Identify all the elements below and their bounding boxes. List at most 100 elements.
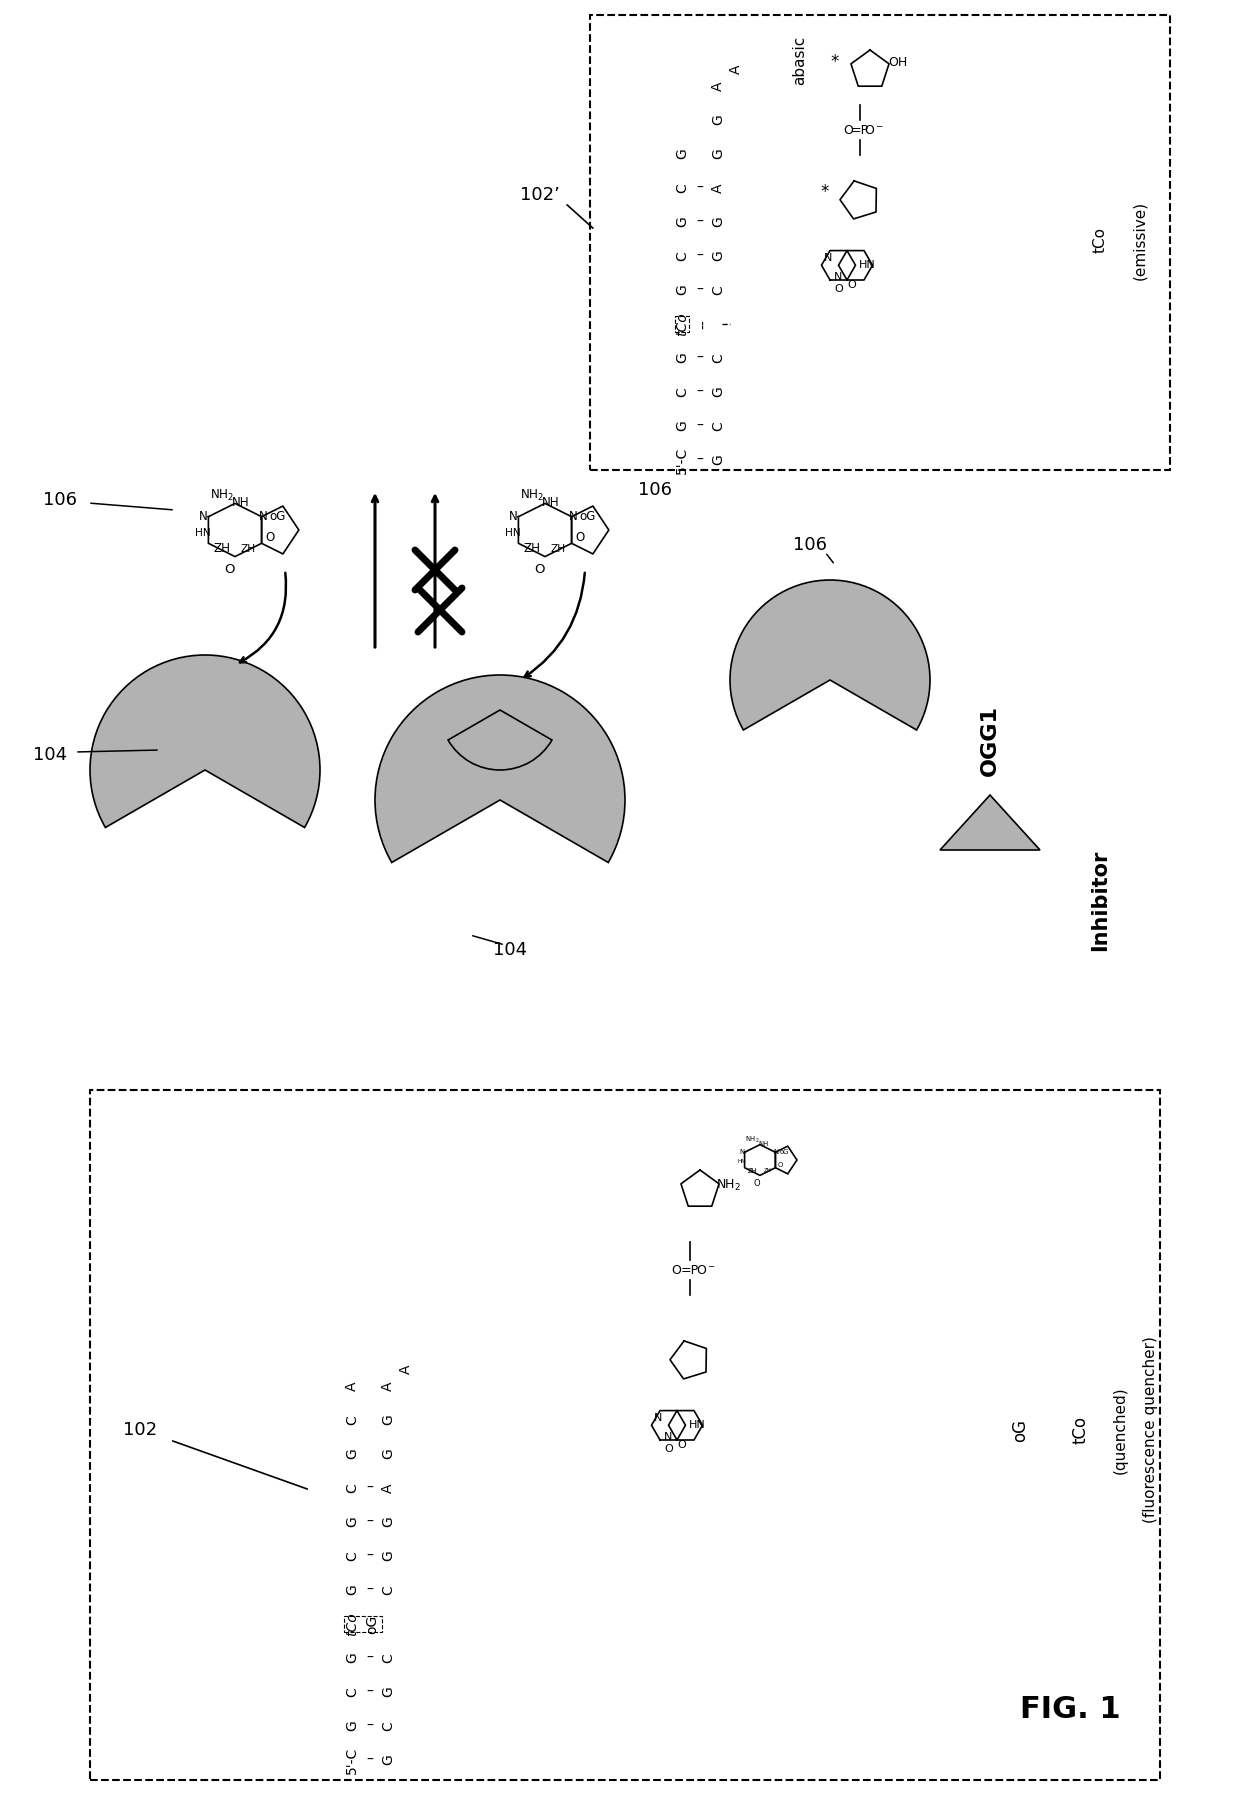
Text: G: G (345, 1585, 360, 1596)
Text: oG: oG (579, 510, 595, 523)
Text: O: O (754, 1179, 760, 1188)
Text: –: – (367, 1720, 373, 1732)
Text: –: – (367, 1549, 373, 1564)
Text: =P: =P (681, 1264, 699, 1277)
Text: –: – (367, 1515, 373, 1529)
Text: tCo: tCo (675, 312, 689, 336)
Text: –: – (697, 182, 703, 194)
Wedge shape (91, 656, 320, 828)
Text: A: A (729, 64, 743, 74)
Text: A: A (711, 183, 725, 192)
Text: G: G (711, 387, 725, 398)
Text: (fluorescence quencher): (fluorescence quencher) (1142, 1337, 1157, 1524)
Text: C: C (381, 1585, 396, 1594)
Text: (quenched): (quenched) (1112, 1386, 1127, 1475)
Text: 102’: 102’ (520, 185, 560, 203)
Text: oG: oG (1011, 1418, 1029, 1442)
Text: N: N (198, 510, 207, 523)
Text: O$^-$: O$^-$ (696, 1264, 715, 1277)
Text: C: C (711, 352, 725, 363)
Text: G: G (711, 251, 725, 262)
Text: O: O (678, 1440, 687, 1451)
Text: –: – (367, 1752, 373, 1767)
Text: O: O (671, 1264, 681, 1277)
Text: O: O (835, 283, 843, 294)
Text: =P: =P (851, 123, 869, 136)
Text: C: C (381, 1653, 396, 1663)
Text: O: O (265, 532, 274, 545)
Text: Inhibitor: Inhibitor (1090, 850, 1110, 952)
Text: G: G (381, 1449, 396, 1460)
Text: –: – (697, 249, 703, 263)
Text: NH$_2$: NH$_2$ (210, 489, 233, 503)
Text: N: N (835, 272, 843, 281)
Text: O: O (534, 563, 544, 576)
Text: C: C (345, 1484, 360, 1493)
Text: C: C (345, 1415, 360, 1426)
Text: –: – (367, 1584, 373, 1596)
Text: abasic: abasic (792, 35, 807, 85)
Text: O$^-$: O$^-$ (864, 123, 884, 136)
Text: G: G (381, 1415, 396, 1426)
Wedge shape (730, 579, 930, 730)
Text: A: A (381, 1484, 396, 1493)
Text: --: -- (697, 320, 711, 329)
Text: N: N (739, 1150, 744, 1155)
Text: NH$_2$: NH$_2$ (520, 489, 543, 503)
Text: 106: 106 (794, 536, 827, 554)
Text: C: C (675, 251, 689, 262)
Text: A: A (381, 1382, 396, 1391)
Text: NH: NH (232, 496, 249, 508)
Text: tCo: tCo (1071, 1416, 1089, 1444)
Text: O: O (848, 280, 857, 291)
Text: G: G (675, 285, 689, 296)
Text: HN: HN (195, 528, 211, 538)
Text: ZH: ZH (241, 543, 255, 554)
Text: C: C (381, 1722, 396, 1731)
Text: G: G (711, 216, 725, 227)
Text: C: C (675, 387, 689, 398)
Text: NH: NH (542, 496, 559, 508)
Text: 106: 106 (639, 481, 672, 499)
Text: HN: HN (738, 1159, 745, 1164)
Polygon shape (940, 795, 1040, 850)
Text: N: N (655, 1413, 662, 1424)
Text: *: * (821, 183, 830, 202)
Text: OGG1: OGG1 (980, 705, 999, 775)
Text: oG: oG (365, 1614, 379, 1634)
Text: C: C (711, 285, 725, 294)
Text: NH$_2$: NH$_2$ (715, 1177, 740, 1193)
Text: N: N (665, 1431, 672, 1442)
Text: C: C (675, 183, 689, 192)
Text: N: N (774, 1150, 779, 1155)
Text: O: O (575, 532, 584, 545)
Text: tCo: tCo (1092, 227, 1107, 252)
Text: –: – (367, 1685, 373, 1700)
Text: –: – (697, 452, 703, 467)
Text: ZH: ZH (764, 1168, 771, 1173)
Text: 104: 104 (33, 746, 67, 765)
Text: 5'-C: 5'-C (675, 447, 689, 474)
Text: N: N (508, 510, 517, 523)
Text: –: – (367, 1482, 373, 1495)
Text: HN: HN (689, 1420, 706, 1431)
Bar (343, 1616, 382, 1633)
Text: HN: HN (505, 528, 521, 538)
Text: G: G (381, 1551, 396, 1562)
Text: C: C (711, 421, 725, 430)
Text: FIG. 1: FIG. 1 (1019, 1696, 1120, 1725)
Text: –: – (697, 419, 703, 432)
Text: G: G (711, 149, 725, 160)
Wedge shape (374, 676, 625, 863)
Text: G: G (345, 1449, 360, 1460)
Text: OH: OH (888, 56, 908, 69)
Text: G: G (345, 1516, 360, 1527)
Wedge shape (448, 710, 552, 770)
Text: –: – (697, 350, 703, 365)
Text: tCo: tCo (345, 1613, 360, 1636)
Text: oG: oG (780, 1150, 790, 1155)
Text: G: G (381, 1516, 396, 1527)
Text: ZH: ZH (551, 543, 565, 554)
Text: G: G (381, 1754, 396, 1765)
Text: G: G (345, 1720, 360, 1731)
